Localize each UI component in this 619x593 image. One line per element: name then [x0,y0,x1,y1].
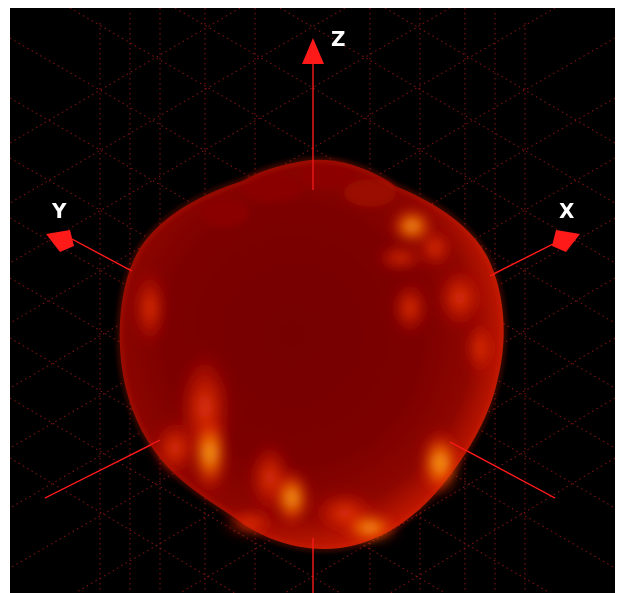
3d-plot-viewport[interactable]: Z Y X [10,8,615,593]
axis-arrows [46,38,580,252]
z-axis-arrowhead [302,38,324,64]
y-axis-arrowhead [46,230,74,252]
x-axis-label: X [559,199,575,223]
3d-plot-canvas: Z Y X [10,8,615,593]
y-axis-label: Y [51,199,67,223]
z-axis-label: Z [331,27,346,51]
x-axis-arrowhead [552,230,580,252]
surface-blob [118,158,506,551]
